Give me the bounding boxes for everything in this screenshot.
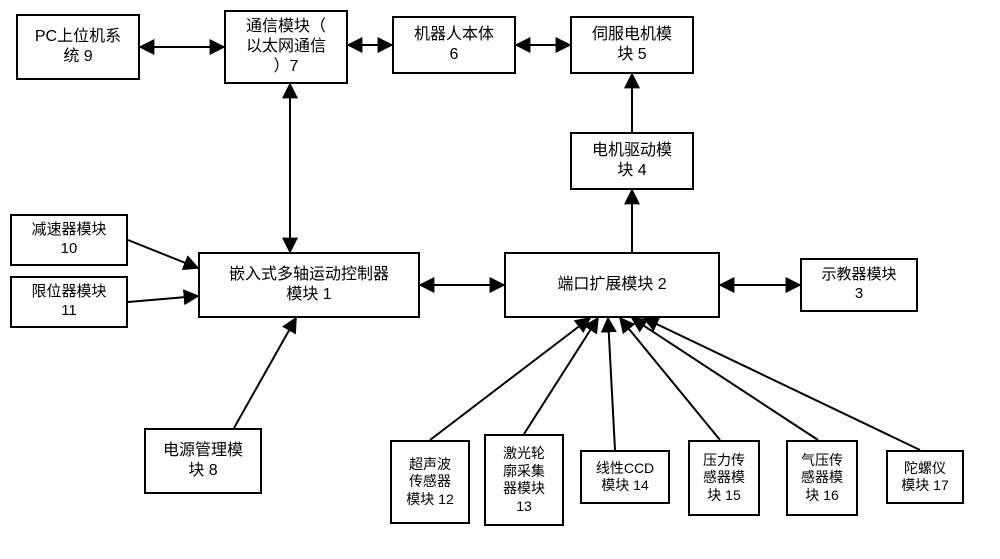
edge-gyro-port: [644, 318, 920, 450]
edge-ccd-port: [608, 318, 615, 450]
node-robot: 机器人本体 6: [392, 16, 516, 74]
node-power: 电源管理模块 8: [144, 428, 262, 494]
node-ctrl: 嵌入式多轴运动控制器模块 1: [198, 252, 420, 318]
edge-laser-port: [524, 318, 598, 434]
edge-reducer-ctrl: [128, 240, 198, 268]
node-us: 超声波传感器模块 12: [390, 440, 470, 524]
node-port: 端口扩展模块 2: [504, 252, 720, 318]
node-driver: 电机驱动模块 4: [570, 132, 694, 190]
edge-press-port: [620, 318, 720, 440]
edge-air-port: [632, 318, 818, 440]
node-gyro: 陀螺仪模块 17: [886, 450, 964, 504]
node-comm: 通信模块（以太网通信）7: [224, 10, 348, 84]
node-press: 压力传感器模块 15: [688, 440, 760, 516]
node-servo: 伺服电机模块 5: [570, 16, 694, 74]
node-laser: 激光轮廓采集器模块 13: [484, 434, 564, 526]
node-limiter: 限位器模块11: [10, 276, 128, 328]
node-ccd: 线性CCD模块 14: [580, 450, 670, 504]
edge-power-ctrl: [234, 318, 296, 428]
node-pc: PC上位机系统 9: [16, 14, 140, 80]
node-teach: 示教器模块 3: [800, 258, 918, 312]
edge-us-port: [430, 318, 590, 440]
edge-limiter-ctrl: [128, 296, 198, 302]
diagram-canvas: PC上位机系统 9 通信模块（以太网通信）7 机器人本体 6 伺服电机模块 5 电机驱动…: [0, 0, 1000, 559]
node-reducer: 减速器模块10: [10, 214, 128, 266]
node-air: 气压传感器模块 16: [786, 440, 858, 516]
